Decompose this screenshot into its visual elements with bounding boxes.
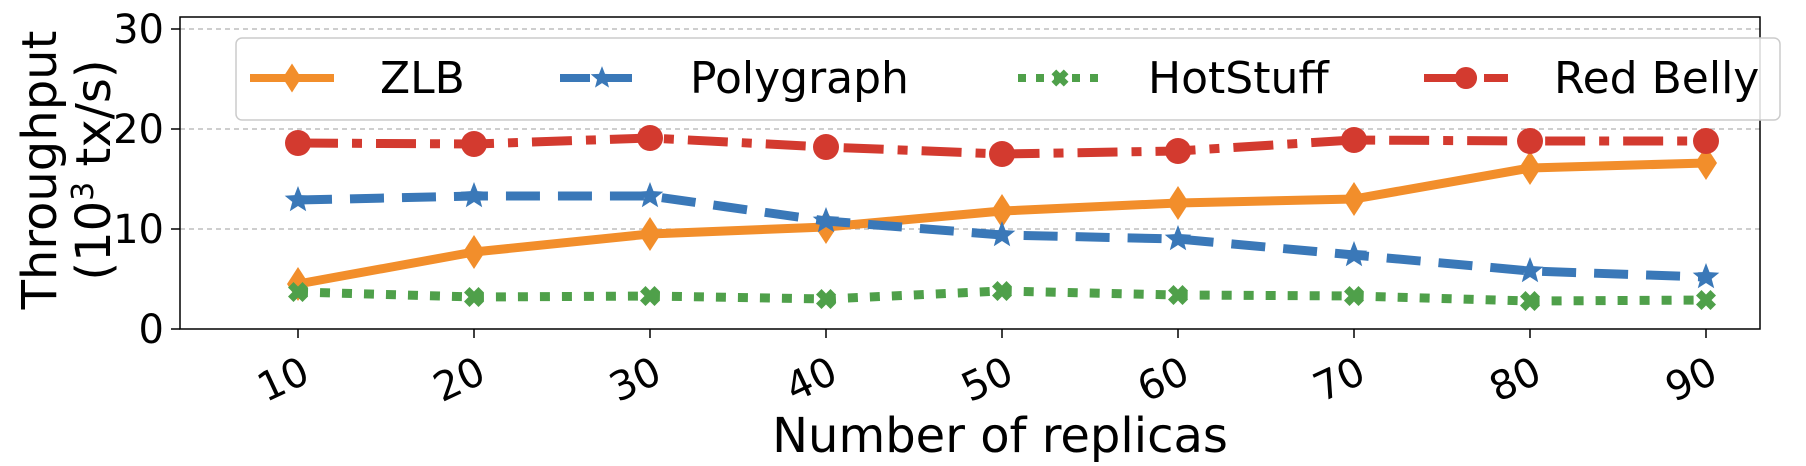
data-point-zlb — [463, 235, 485, 269]
grid-lines — [180, 28, 1760, 230]
data-point-hotstuff — [1520, 291, 1540, 311]
series-zlb — [287, 146, 1717, 301]
legend-marker — [282, 63, 302, 93]
series-layer — [284, 125, 1720, 311]
data-point-polygraph — [460, 182, 488, 208]
x-tick-label: 50 — [955, 348, 1021, 411]
data-point-hotstuff — [1696, 290, 1716, 310]
data-point-red-belly — [285, 130, 311, 156]
x-tick-label: 70 — [1307, 348, 1373, 411]
data-point-red-belly — [637, 125, 663, 151]
data-point-polygraph — [1516, 257, 1544, 283]
x-tick-label: 80 — [1483, 348, 1549, 411]
legend-label: ZLB — [380, 53, 465, 104]
data-point-red-belly — [989, 141, 1015, 167]
data-point-red-belly — [1341, 127, 1367, 153]
legend: ZLB Polygraph HotStuff Red Belly — [235, 37, 1781, 121]
data-point-polygraph — [1164, 225, 1192, 251]
data-point-red-belly — [1693, 128, 1719, 154]
legend-marker — [1051, 69, 1069, 87]
data-point-zlb — [1343, 182, 1365, 216]
y-axis-title-line1: Throughput — [12, 31, 68, 311]
data-point-zlb — [1695, 146, 1717, 180]
data-point-polygraph — [1340, 241, 1368, 267]
x-axis-title: Number of replicas — [772, 408, 1228, 464]
legend-label: Polygraph — [690, 53, 909, 104]
y-tick-label: 10 — [113, 207, 164, 253]
data-point-hotstuff — [1344, 286, 1364, 306]
data-point-hotstuff — [640, 286, 660, 306]
legend-label: Red Belly — [1554, 53, 1759, 104]
legend-item-zlb: ZLB — [250, 53, 465, 104]
x-tick-label: 30 — [603, 348, 669, 411]
x-tick-label: 20 — [427, 348, 493, 411]
data-point-polygraph — [988, 221, 1016, 247]
y-axis-title-exponent: 3 — [66, 182, 101, 201]
x-tick-label: 10 — [251, 348, 317, 411]
data-point-red-belly — [1517, 128, 1543, 154]
data-point-zlb — [991, 194, 1013, 228]
data-point-hotstuff — [816, 289, 836, 309]
data-point-red-belly — [461, 131, 487, 157]
y-axis-title-prefix: (10 — [66, 201, 122, 281]
data-point-zlb — [639, 217, 661, 251]
plot-frame — [179, 16, 1761, 330]
data-point-polygraph — [1692, 263, 1720, 289]
data-point-red-belly — [1165, 138, 1191, 164]
y-axis-title-line2: (103 tx/s) — [66, 59, 123, 280]
legend-box — [235, 37, 1781, 121]
y-tick-label: 20 — [113, 107, 164, 153]
x-tick-label: 40 — [779, 348, 845, 411]
legend-marker — [590, 66, 614, 88]
data-point-polygraph — [812, 207, 840, 233]
series-hotstuff — [288, 281, 1716, 311]
data-point-hotstuff — [288, 282, 308, 302]
data-point-hotstuff — [992, 281, 1012, 301]
data-point-polygraph — [284, 186, 312, 212]
legend-item-hotstuff: HotStuff — [1018, 53, 1330, 104]
legend-item-red-belly: Red Belly — [1424, 53, 1759, 104]
legend-marker — [1454, 66, 1478, 90]
y-tick-label: 0 — [139, 307, 164, 353]
y-axis-title-suffix: tx/s) — [66, 59, 122, 181]
series-red-belly — [285, 125, 1719, 167]
x-tick-label: 60 — [1131, 348, 1197, 411]
data-point-zlb — [1167, 186, 1189, 220]
y-axis-title: Throughput (103 tx/s) — [12, 31, 122, 311]
data-point-zlb — [1519, 151, 1541, 185]
legend-item-polygraph: Polygraph — [560, 53, 909, 104]
data-point-red-belly — [813, 134, 839, 160]
y-tick-label: 30 — [113, 7, 164, 53]
series-polygraph — [284, 182, 1720, 289]
legend-label: HotStuff — [1148, 53, 1330, 104]
x-tick-label: 90 — [1659, 348, 1725, 411]
data-point-hotstuff — [1168, 285, 1188, 305]
data-point-polygraph — [636, 182, 664, 208]
data-point-hotstuff — [464, 287, 484, 307]
